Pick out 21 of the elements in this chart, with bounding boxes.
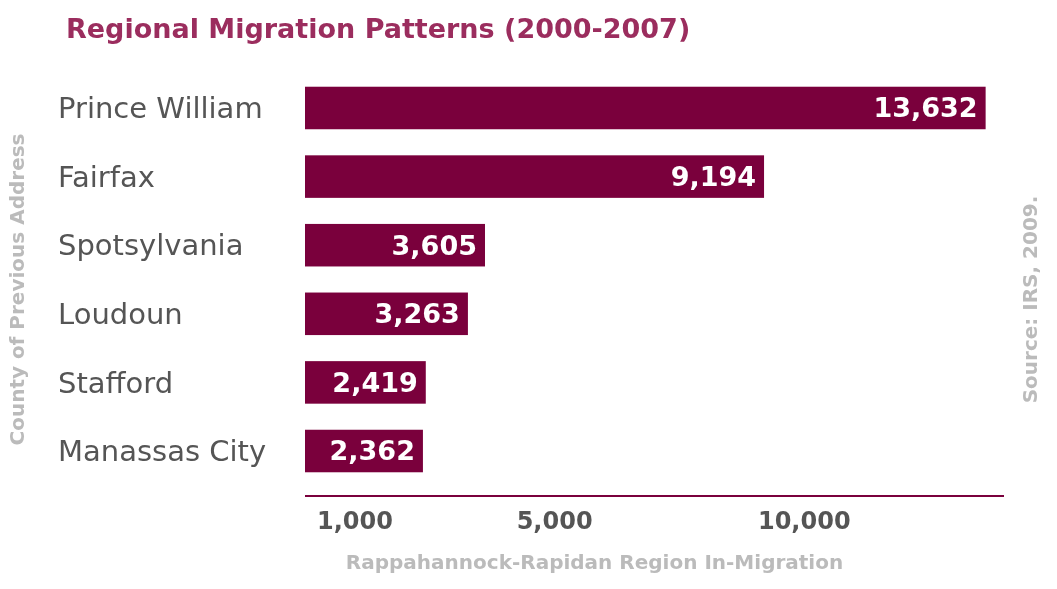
bar — [305, 86, 986, 130]
y-axis-title: County of Previous Address — [5, 133, 29, 446]
data-label: 2,362 — [329, 435, 415, 467]
data-label: 3,263 — [374, 298, 460, 330]
data-label: 13,632 — [873, 92, 978, 124]
y-tick-label: Fairfax — [58, 159, 155, 194]
y-tick-label: Prince William — [58, 91, 263, 126]
y-tick-label: Spotsylvania — [58, 228, 244, 263]
data-label: 3,605 — [391, 229, 477, 261]
y-tick-label: Manassas City — [58, 434, 267, 469]
data-label: 2,419 — [332, 366, 418, 398]
source-note: Source: IRS, 2009. — [1018, 195, 1042, 404]
data-label: 9,194 — [670, 161, 757, 193]
x-tick-label: 1,000 — [316, 507, 393, 535]
x-axis-title: Rappahannock-Rapidan Region In-Migration — [345, 550, 844, 574]
x-tick-label: 5,000 — [516, 507, 593, 535]
y-tick-label: Loudoun — [58, 296, 183, 331]
chart-title: Regional Migration Patterns (2000-2007) — [66, 13, 691, 44]
bar — [305, 155, 765, 198]
x-tick-label: 10,000 — [757, 507, 851, 535]
y-tick-label: Stafford — [58, 365, 174, 400]
